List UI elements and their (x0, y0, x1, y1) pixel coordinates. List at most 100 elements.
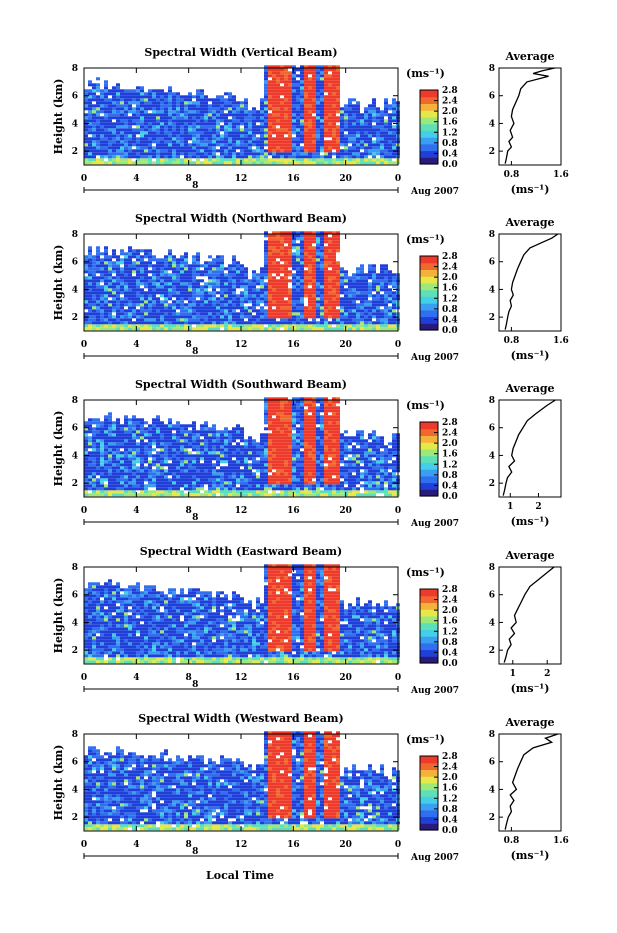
heatmap-cell (240, 291, 244, 294)
heatmap-cell (356, 104, 360, 107)
heatmap-cell (348, 113, 352, 116)
heatmap-cell (124, 161, 128, 164)
heatmap-cell (380, 324, 384, 327)
heatmap-cell (316, 101, 320, 104)
heatmap-cell (120, 324, 124, 327)
heatmap-cell (88, 487, 92, 490)
heatmap-cell (324, 285, 328, 288)
heatmap-cell (328, 315, 332, 318)
heatmap-cell (176, 155, 180, 158)
heatmap-cell (148, 318, 152, 321)
heatmap-cell (104, 128, 108, 131)
heatmap-cell (264, 86, 268, 89)
heatmap-cell (224, 137, 228, 140)
heatmap-cell (308, 279, 312, 282)
heatmap-cell (240, 312, 244, 315)
heatmap-cell (108, 321, 112, 324)
heatmap-cell (192, 297, 196, 300)
heatmap-cell (352, 297, 356, 300)
heatmap-cell (308, 155, 312, 158)
heatmap-cell (292, 110, 296, 113)
heatmap-cell (124, 89, 128, 92)
heatmap-cell (140, 122, 144, 125)
heatmap-cell (232, 143, 236, 146)
heatmap-cell (324, 261, 328, 264)
heatmap-cell (172, 472, 176, 475)
heatmap-cell (356, 140, 360, 143)
heatmap-cell (384, 306, 388, 309)
heatmap-cell (228, 122, 232, 125)
heatmap-cell (216, 439, 220, 442)
heatmap-cell (368, 306, 372, 309)
heatmap-cell (284, 125, 288, 128)
heatmap-cell (128, 315, 132, 318)
heatmap-cell (352, 131, 356, 134)
heatmap-cell (284, 140, 288, 143)
heatmap-cell (224, 303, 228, 306)
heatmap-cell (340, 312, 344, 315)
heatmap-cell (280, 161, 284, 164)
heatmap-cell (364, 282, 368, 285)
heatmap-cell (380, 158, 384, 161)
heatmap-cell (144, 430, 148, 433)
heatmap-cell (128, 436, 132, 439)
heatmap-cell (96, 493, 100, 496)
heatmap-cell (112, 460, 116, 463)
heatmap-cell (96, 143, 100, 146)
heatmap-cell (96, 460, 100, 463)
heatmap-cell (180, 158, 184, 161)
heatmap-cell (116, 101, 120, 104)
heatmap-cell (244, 472, 248, 475)
heatmap-cell (156, 454, 160, 457)
heatmap-cell (156, 324, 160, 327)
heatmap-cell (140, 288, 144, 291)
heatmap-cell (128, 303, 132, 306)
heatmap-cell (204, 466, 208, 469)
heatmap-cell (156, 258, 160, 261)
heatmap-cell (132, 493, 136, 496)
heatmap-cell (164, 484, 168, 487)
heatmap-cell (200, 493, 204, 496)
heatmap-cell (248, 122, 252, 125)
heatmap-cell (96, 421, 100, 424)
heatmap-cell (176, 466, 180, 469)
heatmap-cell (308, 297, 312, 300)
heatmap-cell (212, 104, 216, 107)
heatmap-cell (288, 261, 292, 264)
heatmap-cell (268, 137, 272, 140)
heatmap-cell (292, 149, 296, 152)
heatmap-cell (300, 291, 304, 294)
heatmap-cell (100, 430, 104, 433)
heatmap-cell (132, 261, 136, 264)
heatmap-cell (124, 158, 128, 161)
heatmap-cell (124, 282, 128, 285)
heatmap-cell (176, 110, 180, 113)
heatmap-cell (356, 282, 360, 285)
heatmap-cell (88, 324, 92, 327)
heatmap-cell (128, 457, 132, 460)
heatmap-cell (184, 469, 188, 472)
heatmap-cell (164, 472, 168, 475)
heatmap-cell (172, 101, 176, 104)
heatmap-cell (304, 77, 308, 80)
heatmap-cell (284, 273, 288, 276)
heatmap-cell (312, 119, 316, 122)
heatmap-cell (176, 270, 180, 273)
heatmap-cell (200, 128, 204, 131)
heatmap-cell (216, 155, 220, 158)
heatmap-cell (152, 430, 156, 433)
heatmap-cell (320, 134, 324, 137)
heatmap-cell (268, 149, 272, 152)
heatmap-cell (160, 104, 164, 107)
heatmap-cell (368, 116, 372, 119)
heatmap-cell (276, 303, 280, 306)
heatmap-cell (136, 457, 140, 460)
heatmap-cell (176, 258, 180, 261)
heatmap-cell (336, 116, 340, 119)
heatmap-cell (164, 92, 168, 95)
heatmap-cell (108, 475, 112, 478)
heatmap-cell (340, 315, 344, 318)
heatmap-cell (336, 104, 340, 107)
heatmap-cell (104, 291, 108, 294)
heatmap-cell (332, 140, 336, 143)
